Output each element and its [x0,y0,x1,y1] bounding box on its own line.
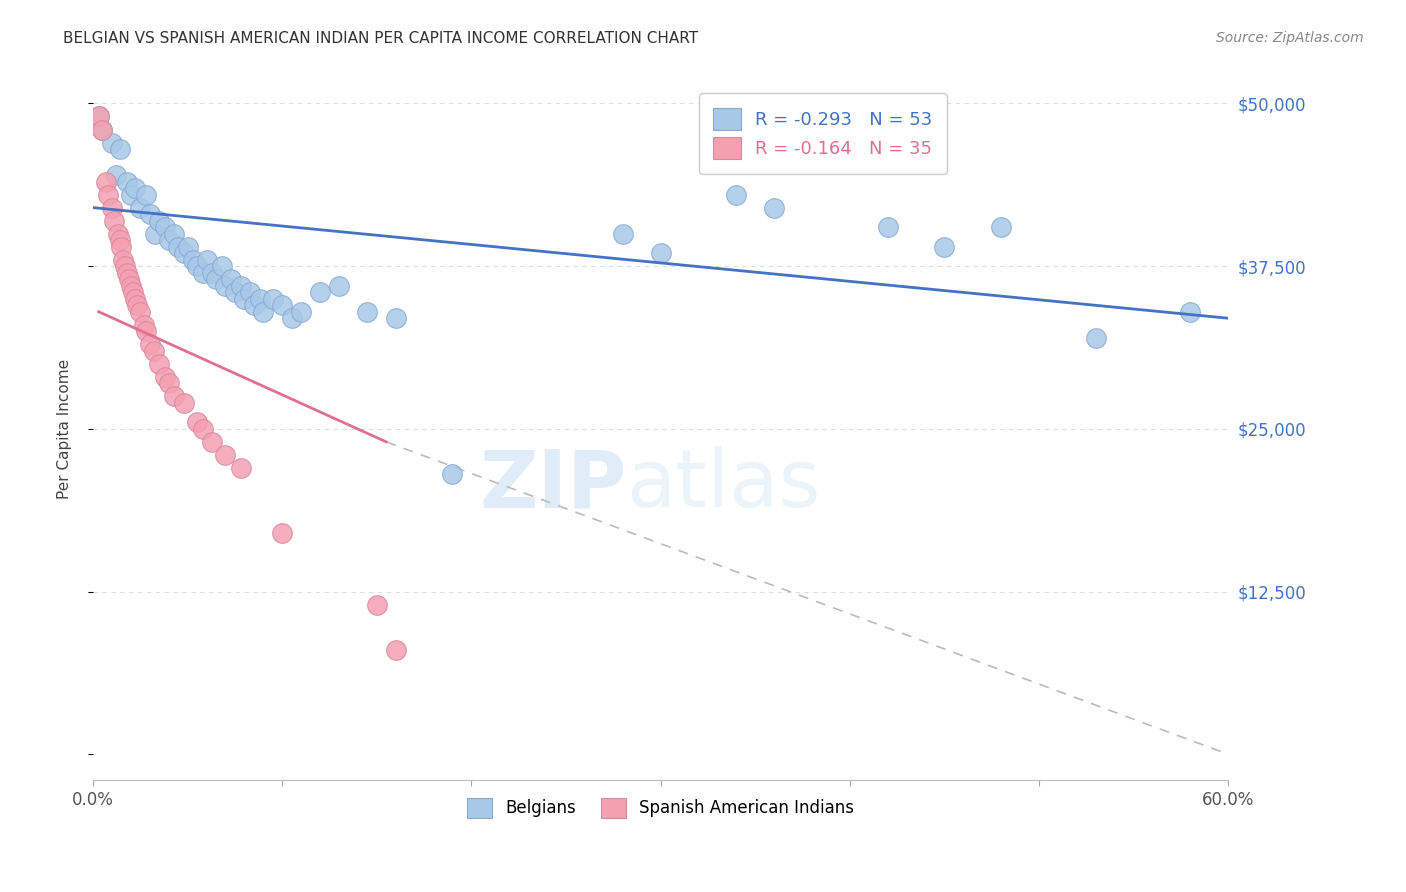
Point [163,227,186,241]
Point [271,298,294,312]
Point [125,298,148,312]
Point [118,272,141,286]
Point [110,240,132,254]
Point [262,292,284,306]
Point [173,396,195,410]
Point [108,142,131,156]
Point [96,175,118,189]
Point [101,136,124,150]
Point [876,220,898,235]
Point [115,266,138,280]
Point [157,233,180,247]
Point [239,285,262,300]
Point [441,467,464,482]
Text: Source: ZipAtlas.com: Source: ZipAtlas.com [1216,31,1364,45]
Point [990,220,1012,235]
Point [91,122,114,136]
Point [211,259,233,273]
Point [201,434,224,449]
Point [173,246,195,260]
Point [87,110,110,124]
Point [121,285,143,300]
Y-axis label: Per Capita Income: Per Capita Income [58,359,72,499]
Point [271,526,294,541]
Point [132,318,155,332]
Point [356,304,378,318]
Point [176,240,198,254]
Point [233,292,256,306]
Point [252,304,274,318]
Point [135,324,157,338]
Point [129,304,152,318]
Point [135,187,157,202]
Point [167,240,190,254]
Point [219,272,242,286]
Point [112,252,135,267]
Point [103,213,125,227]
Point [201,266,224,280]
Point [124,292,146,306]
Point [290,304,312,318]
Legend: Belgians, Spanish American Indians: Belgians, Spanish American Indians [460,791,860,825]
Point [214,278,236,293]
Point [120,187,142,202]
Point [224,285,246,300]
Point [124,181,146,195]
Point [243,298,266,312]
Point [97,187,120,202]
Point [115,175,138,189]
Point [280,311,302,326]
Point [191,266,214,280]
Point [214,448,236,462]
Point [309,285,332,300]
Text: atlas: atlas [627,446,821,524]
Point [181,252,204,267]
Point [104,168,127,182]
Point [129,201,152,215]
Point [650,246,672,260]
Point [107,227,129,241]
Point [91,122,114,136]
Point [87,110,110,124]
Point [229,278,252,293]
Point [108,233,131,247]
Point [249,292,271,306]
Point [725,187,748,202]
Point [186,259,208,273]
Point [1180,304,1202,318]
Point [1084,331,1107,345]
Point [139,337,162,351]
Point [157,376,180,391]
Point [139,207,162,221]
Point [384,643,406,657]
Point [195,252,218,267]
Point [163,389,186,403]
Point [148,357,170,371]
Point [153,220,176,235]
Point [186,416,208,430]
Point [612,227,634,241]
Point [328,278,350,293]
Point [366,598,388,612]
Point [384,311,406,326]
Point [934,240,956,254]
Point [145,227,167,241]
Point [101,201,124,215]
Point [148,213,170,227]
Point [120,278,142,293]
Point [142,343,165,358]
Point [229,461,252,475]
Text: ZIP: ZIP [479,446,627,524]
Point [153,369,176,384]
Point [191,422,214,436]
Point [114,259,136,273]
Point [763,201,786,215]
Text: BELGIAN VS SPANISH AMERICAN INDIAN PER CAPITA INCOME CORRELATION CHART: BELGIAN VS SPANISH AMERICAN INDIAN PER C… [63,31,699,46]
Point [205,272,228,286]
